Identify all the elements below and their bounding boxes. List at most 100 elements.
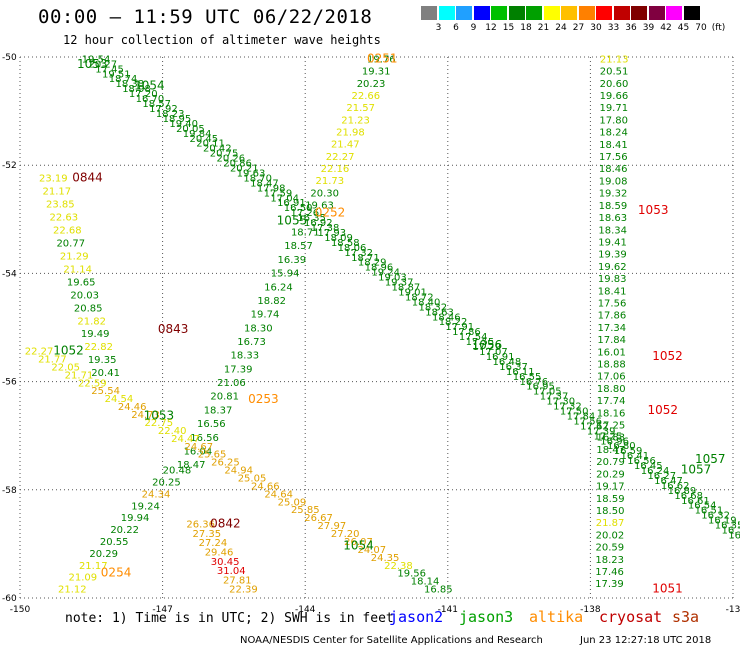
pass-time-label: 1053 [77,57,108,71]
wave-height-label: 22.63 [49,212,78,223]
wave-height-label: 22.05 [51,362,80,373]
color-scale-label: 15 [502,23,515,33]
wave-height-label: 24.47 [171,434,200,445]
wave-height-label: 21.17 [42,186,71,197]
wave-height-label: 19.01 [398,287,427,298]
wave-height-label: 18.29 [358,258,387,269]
wave-height-label: 25.85 [291,505,320,516]
wave-height-label: 19.62 [598,262,627,273]
wave-height-label: 18.96 [365,263,394,274]
wave-height-label: 19.65 [67,277,96,288]
wave-height-label: 18.47 [177,460,206,471]
wave-height-label: 17.56 [573,416,602,427]
wave-height-label: 17.39 [587,426,616,437]
wave-height-label: 21.23 [341,115,370,126]
wave-height-label: 26.36 [186,520,215,531]
wave-height-label: 16.47 [654,476,683,487]
wave-height-label: 17.93 [317,228,346,239]
wave-height-label: 16.01 [597,347,626,358]
wave-height-label: 16.41 [621,451,650,462]
wave-height-label: 18.38 [115,79,144,90]
wave-height-label: 18.30 [244,323,273,334]
wave-height-label: 16.96 [600,436,629,447]
wave-height-label: 16.32 [701,511,730,522]
wave-height-label: 18.24 [599,128,628,139]
wave-height-label: 17.06 [597,372,626,383]
wave-height-label: 16.35 [715,521,740,532]
color-swatch [596,6,612,20]
wave-height-label: 25.65 [198,450,227,461]
wave-height-label: 19.63 [305,200,334,211]
wave-height-label: 20.26 [216,154,245,165]
wave-height-label: 24.73 [131,410,160,421]
wave-height-label: 27.20 [331,529,360,540]
wave-height-label: 16.45 [634,461,663,472]
wave-height-label: 24.34 [142,489,171,500]
y-tick-label: -50 [2,53,17,63]
wave-height-label: 20.29 [89,549,118,560]
wave-height-label: 17.45 [95,64,124,75]
wave-height-label: 17.38 [311,223,340,234]
wave-height-label: 18.09 [324,233,353,244]
wave-height-label: 27.81 [223,575,252,586]
color-scale-label: (ft) [711,23,726,33]
wave-height-label: 19.51 [102,69,131,80]
wave-height-label: 17.54 [459,332,488,343]
wave-height-label: 16.59 [614,446,643,457]
wave-height-label: 21.17 [79,561,108,572]
wave-height-label: 20.75 [210,149,239,160]
y-tick-label: -60 [2,594,17,604]
wave-height-label: 16.85 [424,585,453,596]
wave-height-label: 18.33 [231,351,260,362]
wave-height-label: 16.46 [728,530,740,541]
wave-height-label: 20.45 [190,134,219,145]
wave-height-label: 22.82 [84,342,113,353]
pass-time-label: 0842 [210,517,241,531]
wave-height-label: 22.66 [352,91,381,102]
wave-height-label: 21.13 [600,54,629,65]
wave-height-label: 16.37 [499,362,528,373]
color-scale-label: 45 [677,23,690,33]
wave-height-label: 19.03 [378,273,407,284]
wave-height-label: 18.23 [156,109,185,120]
x-tick-label: -144 [295,605,316,615]
wave-height-label: 26.07 [344,537,373,548]
color-swatch [491,6,507,20]
wave-height-label: 17.80 [599,115,628,126]
wave-height-label: 16.35 [297,213,326,224]
wave-height-label: 18.63 [425,307,454,318]
wave-height-label: 18.46 [432,312,461,323]
wave-height-label: 17.30 [546,397,575,408]
wave-height-label: 22.59 [78,378,107,389]
wave-height-label: 15.94 [271,269,300,280]
wave-height-label: 18.59 [599,201,628,212]
wave-height-label: 18.71 [351,253,380,264]
y-tick-label: -56 [2,378,17,388]
wave-height-label: 18.41 [599,140,628,151]
color-scale-label: 36 [625,23,637,33]
pass-time-label: 1052 [652,349,683,363]
wave-height-label: 19.83 [598,274,627,285]
wave-height-label: 17.56 [599,152,628,163]
wave-height-label: 20.05 [176,124,205,135]
pass-time-label: 1053 [144,408,175,422]
color-scale-label: 3 [435,23,442,33]
color-swatch [561,6,577,20]
wave-height-label: 16.48 [493,357,522,368]
credit-organization: NOAA/NESDIS Center for Satellite Applica… [240,635,543,646]
color-swatch [508,6,525,20]
wave-height-label: 19.17 [596,482,625,493]
color-scale-label: 12 [485,23,497,33]
wave-height-label: 17.26 [291,208,320,219]
wave-height-label: 16.76 [519,377,548,388]
wave-height-label: 17.05 [533,387,562,398]
wave-height-label: 18.87 [392,283,421,294]
wave-height-label: 16.73 [237,337,266,348]
wave-height-label: 19.76 [367,54,396,65]
wave-height-label: 20.79 [596,457,625,468]
wave-height-label: 22.27 [25,347,54,358]
wave-height-label: 18.16 [597,408,626,419]
wave-height-label: 24.35 [371,553,400,564]
wave-height-label: 17.29 [472,342,501,353]
